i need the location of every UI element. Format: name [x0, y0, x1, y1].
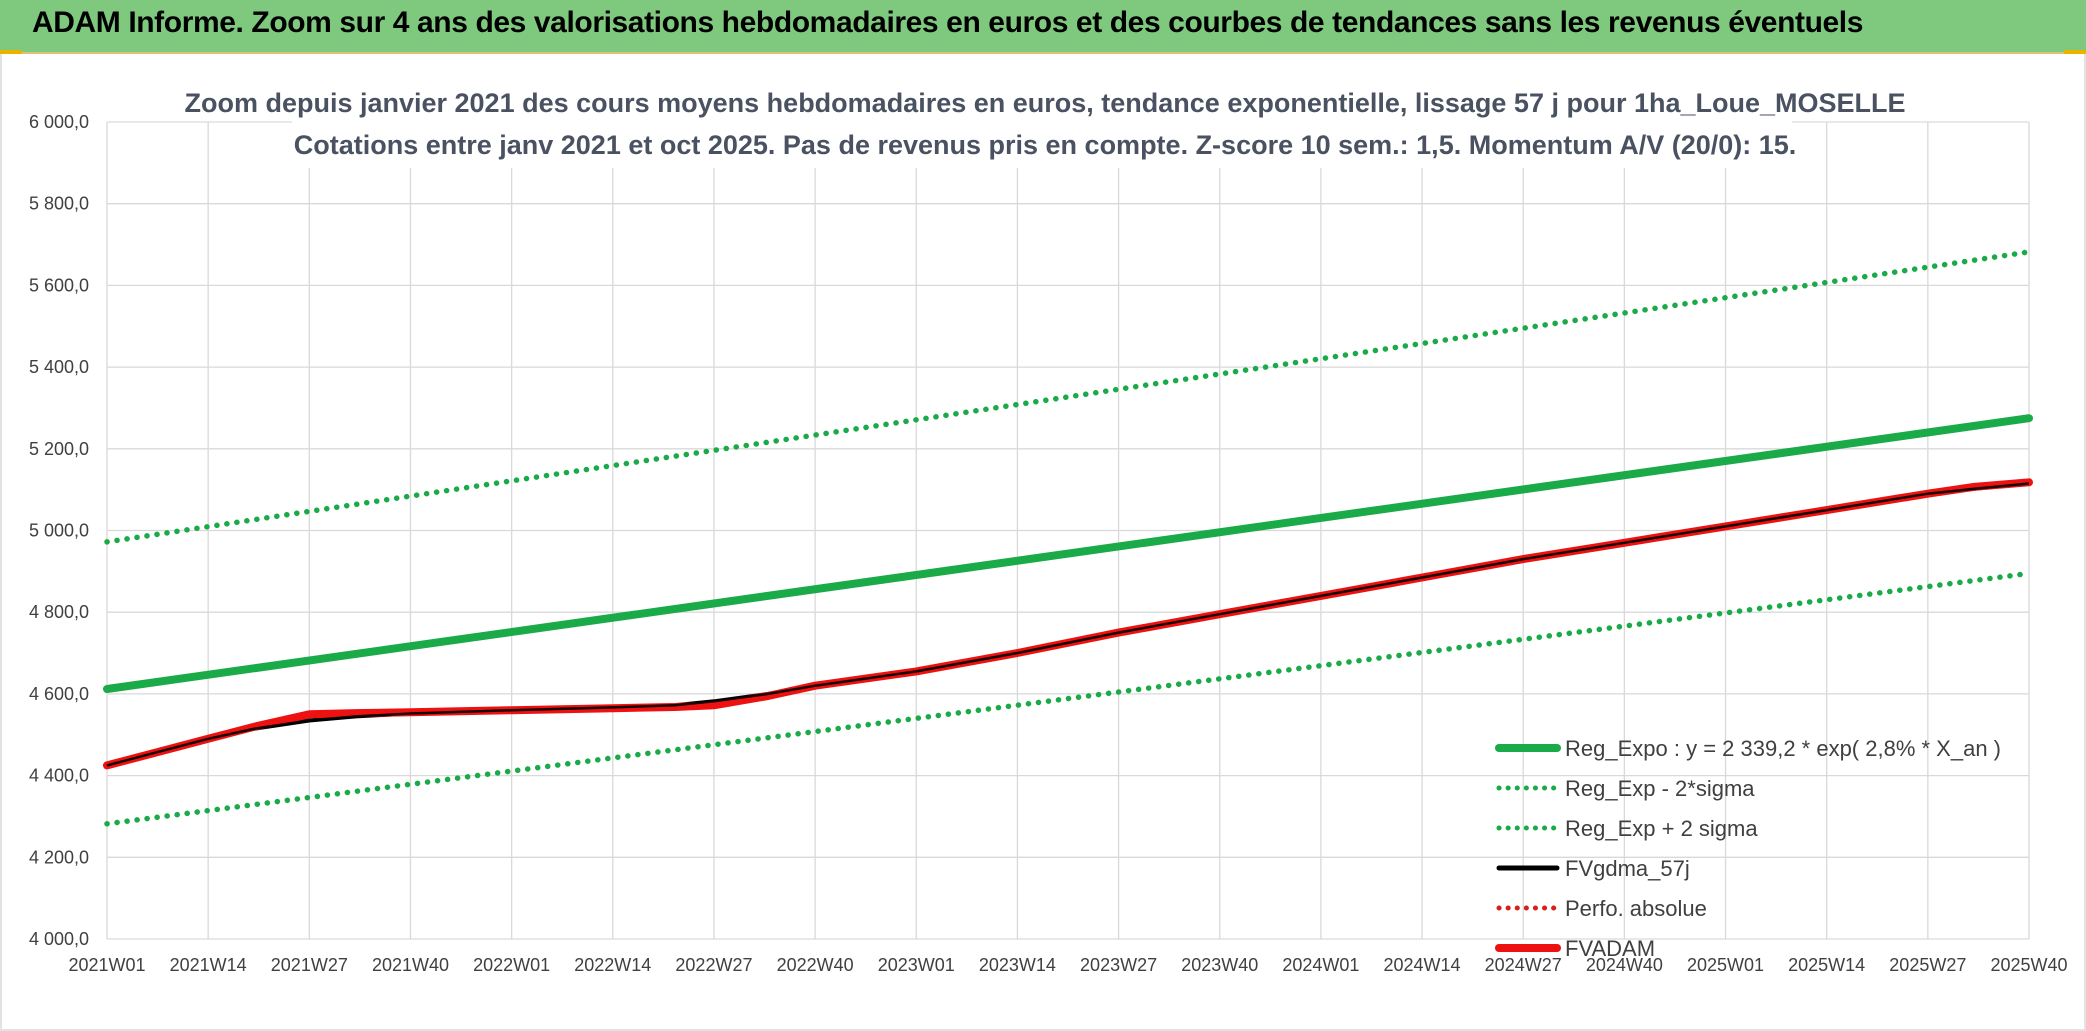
x-tick-label: 2022W01 — [473, 955, 550, 975]
y-axis-ticks: 4 000,0 4 200,0 4 400,0 4 600,0 4 800,0 5 000… — [29, 112, 89, 949]
x-tick-label: 2021W14 — [170, 955, 247, 975]
series-line-2 — [104, 249, 2032, 545]
x-tick-label: 2024W27 — [1485, 955, 1562, 975]
x-tick-label: 2023W14 — [979, 955, 1056, 975]
series-line-0 — [103, 414, 2033, 693]
y-tick-label: 5 600,0 — [29, 275, 89, 295]
legend-label: Reg_Exp + 2 sigma — [1565, 816, 1758, 841]
legend-label: Perfo. absolue — [1565, 896, 1707, 921]
title-backdrop — [292, 76, 1792, 168]
x-tick-label: 2025W01 — [1687, 955, 1764, 975]
x-tick-label: 2021W01 — [68, 955, 145, 975]
series-line-1 — [104, 570, 2032, 827]
x-tick-label: 2023W01 — [878, 955, 955, 975]
x-axis-ticks: 2021W01 2021W14 2021W27 2021W40 2022W01 2022W… — [68, 955, 2067, 975]
y-tick-label: 4 200,0 — [29, 847, 89, 867]
x-tick-label: 2024W14 — [1384, 955, 1461, 975]
x-tick-label: 2022W14 — [574, 955, 651, 975]
x-tick-label: 2022W40 — [777, 955, 854, 975]
x-tick-label: 2023W40 — [1181, 955, 1258, 975]
x-tick-label: 2025W14 — [1788, 955, 1865, 975]
header-bar: ADAM Informe. Zoom sur 4 ans des valoris… — [0, 0, 2086, 54]
line-chart: Zoom depuis janvier 2021 des cours moyen… — [29, 76, 2068, 975]
y-tick-label: 5 400,0 — [29, 357, 89, 377]
header-accent-right — [2064, 50, 2086, 54]
y-tick-label: 4 000,0 — [29, 929, 89, 949]
series-layer — [103, 249, 2033, 827]
y-tick-label: 5 200,0 — [29, 439, 89, 459]
x-tick-label: 2025W40 — [1990, 955, 2067, 975]
x-tick-label: 2023W27 — [1080, 955, 1157, 975]
chart-subtitle: Cotations entre janv 2021 et oct 2025. P… — [294, 130, 1797, 160]
x-tick-label: 2024W40 — [1586, 955, 1663, 975]
series-line-fvgdma-overlay — [106, 482, 2030, 767]
y-tick-label: 6 000,0 — [29, 112, 89, 132]
legend: Reg_Expo : y = 2 339,2 * exp( 2,8% * X_a… — [1495, 736, 2001, 961]
header-accent-left — [0, 50, 22, 54]
x-tick-label: 2025W27 — [1889, 955, 1966, 975]
legend-label: Reg_Expo : y = 2 339,2 * exp( 2,8% * X_a… — [1565, 736, 2001, 761]
y-tick-label: 5 000,0 — [29, 521, 89, 541]
chart-frame: Zoom depuis janvier 2021 des cours moyen… — [0, 54, 2086, 1031]
y-tick-label: 4 400,0 — [29, 766, 89, 786]
x-tick-label: 2021W27 — [271, 955, 348, 975]
x-tick-label: 2022W27 — [675, 955, 752, 975]
legend-label: Reg_Exp - 2*sigma — [1565, 776, 1755, 801]
y-tick-label: 5 800,0 — [29, 194, 89, 214]
y-tick-label: 4 800,0 — [29, 602, 89, 622]
chart-title: Zoom depuis janvier 2021 des cours moyen… — [184, 88, 1905, 118]
legend-label: FVADAM — [1565, 936, 1655, 961]
y-tick-label: 4 600,0 — [29, 684, 89, 704]
x-tick-label: 2021W40 — [372, 955, 449, 975]
x-tick-label: 2024W01 — [1282, 955, 1359, 975]
legend-label: FVgdma_57j — [1565, 856, 1690, 881]
page-title: ADAM Informe. Zoom sur 4 ans des valoris… — [32, 6, 1864, 39]
